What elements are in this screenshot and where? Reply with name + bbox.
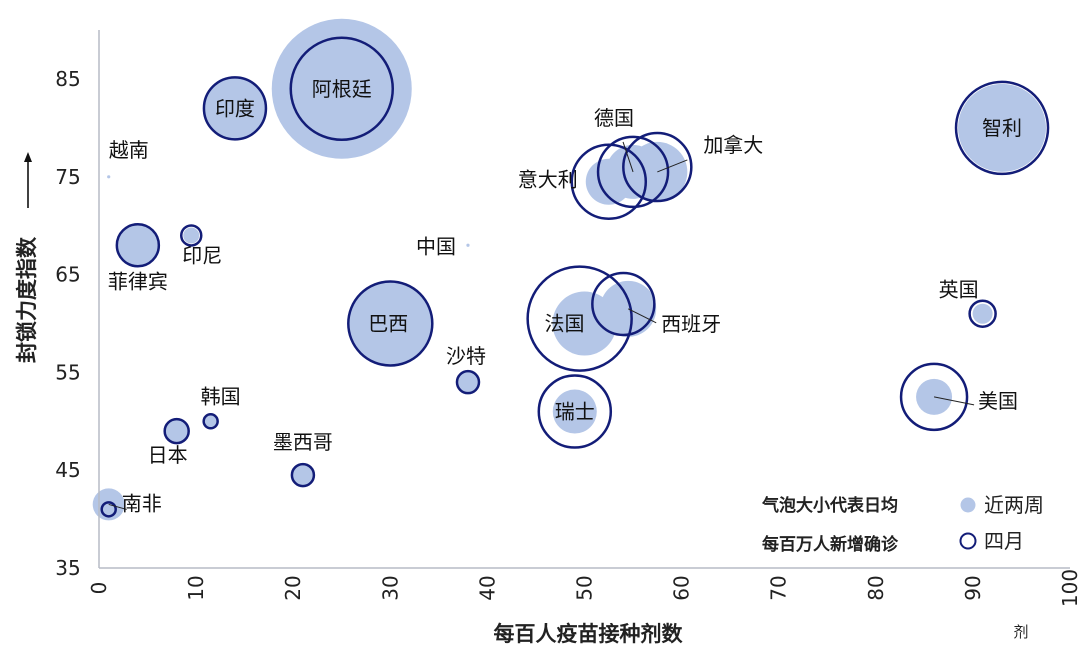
country-label-e8b68ae58d97: 越南 (109, 138, 149, 162)
x-axis-unit-note: 剂 (1013, 623, 1028, 641)
legend-swatch-ring (959, 532, 977, 550)
x-tick-label-30: 30 (378, 575, 402, 600)
bubble-recent-e6b299e789b9 (456, 371, 479, 394)
x-tick-label-80: 80 (864, 575, 888, 600)
y-tick-label-45: 45 (55, 458, 80, 482)
bubble-recent-e697a5e69cac (163, 418, 190, 445)
bubble-recent-e58db0e5baa6 (202, 76, 267, 141)
country-label-e99fa9e59bbd: 韩国 (201, 384, 241, 408)
x-tick-label-60: 60 (670, 575, 694, 600)
x-tick-labels: 0 10 20 30 40 50 60 70 80 90 100 (87, 569, 1080, 607)
y-tick-label-35: 35 (55, 556, 80, 580)
country-label-e7919ee5a3ab: 瑞士 (555, 400, 595, 424)
country-label-e697a5e69cac: 日本 (148, 443, 188, 467)
country-label-e6b299e789b9: 沙特 (446, 344, 486, 368)
bubble-recent-e8b68ae58d97 (107, 175, 111, 179)
country-label-e5a2a8e8a5bfe593a5: 墨西哥 (273, 430, 333, 454)
y-tick-labels: 35 45 55 65 75 85 (55, 67, 80, 580)
bubble-layer (92, 18, 1050, 521)
legend-title-line1: 气泡大小代表日均 (761, 495, 898, 516)
bubble-recent-e7919ee5a3ab (552, 389, 597, 434)
country-label-e4b8ade59bbd: 中国 (416, 234, 456, 258)
country-label-e58db0e5baa6: 印度 (215, 96, 255, 120)
country-label-e5b7b4e8a5bf: 巴西 (368, 312, 408, 336)
bubble-april-e5b7b4e8a5bf (347, 280, 434, 367)
bubble-april-e699bae588a9 (954, 80, 1050, 176)
bubble-april-e5beb7e59bbd (596, 135, 670, 209)
leader-line-e7be8ee59bbd (933, 396, 975, 406)
x-tick-label-10: 10 (184, 575, 208, 600)
bubble-recent-e4b8ade59bbd (466, 243, 470, 247)
bubble-april-e8a5bfe78fade78999 (591, 271, 656, 337)
bubble-recent-e699bae588a9 (958, 83, 1047, 172)
bubble-april-e58db0e5b0bc (179, 224, 203, 247)
y-axis-title: 封锁力度指数 (15, 236, 39, 363)
x-tick-label-90: 90 (961, 575, 985, 600)
bubble-april-e6b299e789b9 (455, 369, 481, 395)
bubble-april-e7919ee5a3ab (537, 374, 613, 449)
y-tick-label-85: 85 (55, 67, 80, 91)
country-label-e998bfe6a0b9e5bbb7: 阿根廷 (312, 77, 372, 101)
country-label-e7be8ee59bbd: 美国 (978, 389, 1018, 413)
x-tick-label-100: 100 (1058, 569, 1080, 607)
x-tick-label-40: 40 (475, 575, 499, 600)
bubble-april-e6848fe5a4a7e588a9 (570, 143, 648, 220)
x-tick-label-50: 50 (573, 575, 597, 600)
bubble-april-e58aa0e68bbfe5a4a7 (622, 131, 693, 203)
legend-label-april: 四月 (984, 529, 1024, 553)
bubble-april-e7be8ee59bbd (899, 362, 969, 432)
country-label-e58d97e99d9e: 南非 (122, 491, 162, 515)
bubble-april-e88fb2e5be8be5aebe (115, 223, 161, 268)
bubble-april-e58d97e99d9e (100, 501, 117, 518)
legend-label-recent: 近两周 (984, 493, 1044, 517)
country-label-e58aa0e68bbfe5a4a7: 加拿大 (703, 133, 763, 157)
bubble-april-e998bfe6a0b9e5bbb7 (289, 36, 394, 142)
y-tick-label-65: 65 (55, 263, 80, 287)
country-label-e88bb1e59bbd: 英国 (939, 278, 979, 302)
bubble-recent-e998bfe6a0b9e5bbb7 (271, 18, 412, 159)
bubble-april-e5a2a8e8a5bfe593a5 (290, 462, 316, 488)
legend-swatch-filled (960, 497, 976, 513)
x-tick-label-70: 70 (767, 575, 791, 600)
bubble-april-e6b395e59bbd (526, 265, 633, 372)
leader-line-e58d97e99d9e (108, 503, 127, 510)
bubble-recent-e58db0e5b0bc (183, 227, 200, 244)
bubble-april-e697a5e69cac (163, 417, 190, 445)
country-label-e58db0e5b0bc: 印尼 (182, 243, 222, 267)
y-tick-label-55: 55 (55, 360, 80, 384)
country-label-e88fb2e5be8be5aebe: 菲律宾 (108, 269, 168, 293)
bubble-recent-e88fb2e5be8be5aebe (116, 224, 159, 267)
country-label-e8a5bfe78fade78999: 西班牙 (661, 312, 721, 336)
country-label-e6848fe5a4a7e588a9: 意大利 (518, 168, 578, 192)
y-axis-title-group: 封锁力度指数 (15, 152, 39, 363)
legend: 气泡大小代表日均 每百万人新增确诊 近两周 四月 (761, 493, 1044, 555)
leader-line-layer (108, 141, 975, 510)
x-tick-label-20: 20 (281, 575, 305, 600)
y-tick-label-75: 75 (55, 165, 80, 189)
bubble-april-e88bb1e59bbd (968, 299, 997, 328)
bubble-recent-e5a2a8e8a5bfe593a5 (291, 464, 314, 487)
bubble-recent-e99fa9e59bbd (204, 415, 217, 428)
x-axis-title: 每百人疫苗接种剂数 (494, 622, 684, 646)
bubble-april-e58db0e5baa6 (202, 76, 268, 141)
leader-line-e5beb7e59bbd (622, 141, 634, 173)
x-tick-label-0: 0 (87, 582, 111, 595)
country-label-e699bae588a9: 智利 (982, 116, 1022, 140)
legend-title-line2: 每百万人新增确诊 (762, 534, 899, 555)
country-label-e5beb7e59bbd: 德国 (594, 106, 634, 130)
up-arrow-icon (24, 152, 32, 162)
country-label-e6b395e59bbd: 法国 (545, 312, 585, 336)
leader-line-e58aa0e68bbfe5a4a7 (657, 159, 688, 173)
axes (98, 30, 1070, 569)
bubble-recent-e5b7b4e8a5bf (348, 281, 433, 366)
leader-line-e8a5bfe78fade78999 (627, 308, 657, 324)
bubble-april-e99fa9e59bbd (202, 413, 219, 430)
bubble-recent-e88bb1e59bbd (972, 303, 993, 324)
